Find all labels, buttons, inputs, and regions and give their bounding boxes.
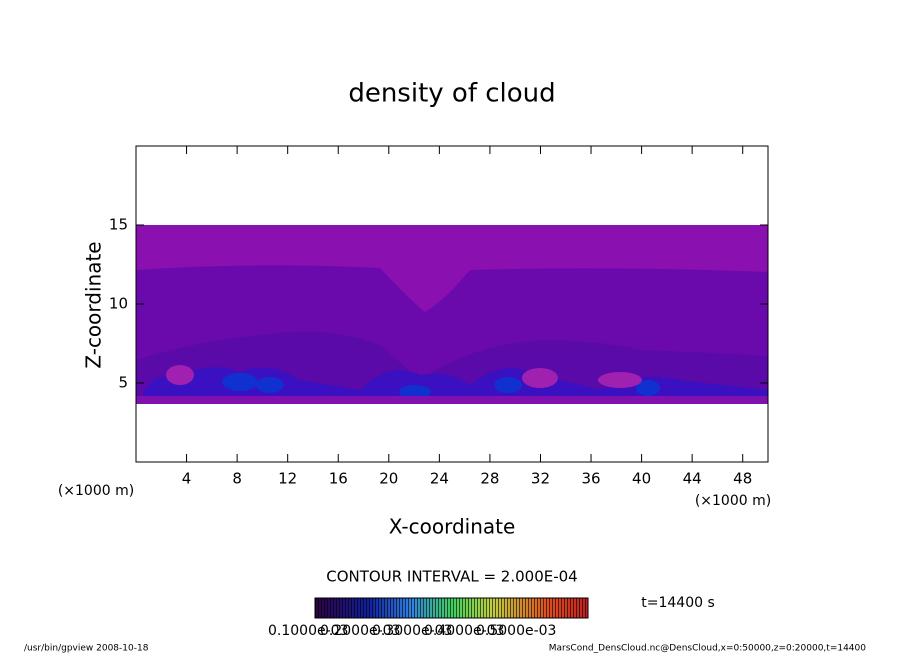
y-tick-label: 5 bbox=[118, 374, 128, 392]
colorbar-label: 0.5000e-03 bbox=[476, 623, 556, 639]
x-axis-label: X-coordinate bbox=[389, 515, 516, 539]
footer-left: /usr/bin/gpview 2008-10-18 bbox=[24, 644, 149, 654]
contour-fill bbox=[136, 225, 768, 404]
colorbar-label: 0.4000e-03 bbox=[424, 623, 504, 639]
x-tick-label: 44 bbox=[683, 470, 702, 488]
y-tick-label: 15 bbox=[109, 216, 128, 234]
footer-right: MarsCond_DensCloud.nc@DensCloud,x=0:5000… bbox=[549, 644, 866, 654]
x-tick-label: 4 bbox=[182, 470, 192, 488]
colorbar-label: 0.2000e-03 bbox=[320, 623, 400, 639]
x-tick-label: 16 bbox=[329, 470, 348, 488]
x-tick-label: 28 bbox=[480, 470, 499, 488]
colorbar-lines bbox=[315, 598, 588, 618]
x-tick-label: 24 bbox=[430, 470, 449, 488]
colorbar-label: 0.1000e-03 bbox=[268, 623, 348, 639]
x-tick-label: 48 bbox=[733, 470, 752, 488]
colorbar-label: 0.3000e-03 bbox=[372, 623, 452, 639]
x-tick-label: 36 bbox=[581, 470, 600, 488]
time-label: t=14400 s bbox=[641, 595, 715, 611]
x-tick-label: 40 bbox=[632, 470, 651, 488]
contour-interval: CONTOUR INTERVAL = 2.000E-04 bbox=[326, 568, 577, 586]
y-axis-label: Z-coordinate bbox=[82, 241, 106, 368]
x-tick-label: 32 bbox=[531, 470, 550, 488]
chart-title: density of cloud bbox=[348, 79, 555, 109]
x-tick-label: 8 bbox=[232, 470, 242, 488]
x-tick-label: 20 bbox=[379, 470, 398, 488]
x-unit: (×1000 m) bbox=[58, 483, 134, 499]
x-unit: (×1000 m) bbox=[695, 493, 771, 509]
y-tick-label: 10 bbox=[109, 295, 128, 313]
x-tick-label: 12 bbox=[278, 470, 297, 488]
